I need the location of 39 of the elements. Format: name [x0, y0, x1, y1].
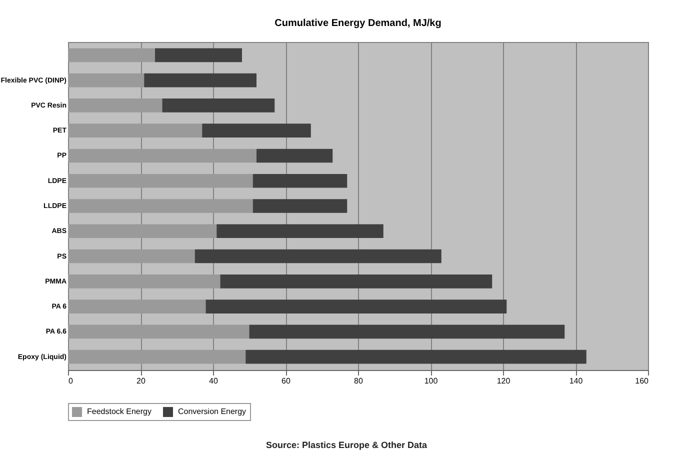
x-tick-label: 20	[136, 376, 146, 386]
x-tick-label: 100	[424, 376, 438, 386]
bar	[144, 73, 256, 88]
bar	[68, 199, 253, 213]
bar	[256, 148, 333, 163]
bar	[68, 350, 246, 364]
bar	[68, 73, 144, 88]
bar	[68, 98, 162, 112]
bar	[252, 174, 348, 188]
bar	[68, 274, 220, 288]
legend-label: Feedstock Energy	[87, 407, 152, 416]
chart-title: Cumulative Energy Demand, MJ/kg	[274, 18, 442, 29]
source-note: Source: Plastics Europe & Other Data	[264, 440, 428, 450]
bar	[194, 249, 442, 264]
bar	[68, 48, 155, 62]
x-tick-label: 0	[68, 376, 74, 386]
bar	[68, 324, 250, 339]
x-tick-label: 40	[209, 376, 218, 386]
bar	[155, 48, 242, 62]
x-tick-label: 80	[354, 376, 364, 386]
bar	[162, 98, 275, 112]
x-tick-label: 140	[569, 376, 584, 386]
bar	[220, 274, 492, 288]
bar	[216, 224, 384, 238]
bar	[252, 199, 348, 213]
bar	[68, 174, 253, 188]
bar	[68, 249, 195, 264]
x-tick-label: 160	[635, 376, 650, 386]
bar	[68, 224, 217, 238]
bar	[202, 124, 311, 138]
bar	[249, 324, 565, 339]
bar	[246, 350, 586, 364]
bar	[206, 300, 507, 314]
bar	[68, 300, 206, 314]
bar	[68, 124, 202, 138]
bar	[68, 148, 256, 163]
legend-label: Conversion Energy	[178, 407, 246, 416]
x-tick-label: 60	[282, 376, 291, 386]
x-tick-label: 120	[496, 376, 511, 386]
